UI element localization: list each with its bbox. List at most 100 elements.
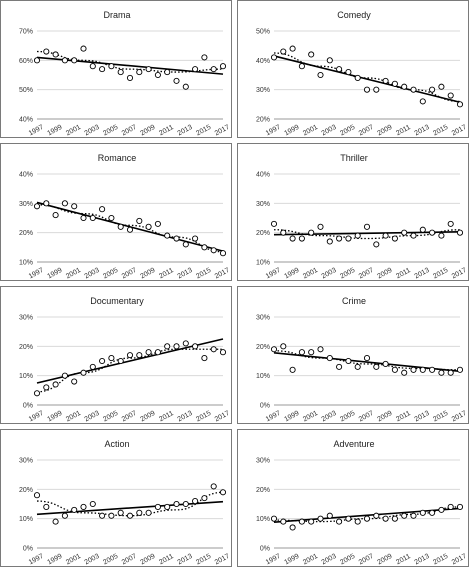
action-data-point: [89, 500, 96, 508]
comedy-xtick-label: 2007: [358, 124, 375, 138]
action-xtick-label: 2009: [139, 553, 156, 567]
thriller-data-point: [326, 238, 333, 245]
drama-data-point: [210, 66, 217, 73]
thriller-data-point: [363, 223, 371, 230]
thriller-data-point: [456, 229, 464, 236]
drama-ytick-label: 70%: [19, 29, 33, 36]
comedy-data-point: [345, 69, 352, 76]
crime-ytick-label: 0%: [260, 403, 270, 410]
action-ytick-label: 0%: [23, 546, 33, 553]
thriller-data-point: [345, 235, 352, 242]
documentary-data-point: [182, 340, 189, 347]
romance-data-point: [182, 241, 189, 248]
adventure-data-point: [270, 515, 278, 522]
comedy-data-point: [419, 98, 426, 105]
adventure-data-point: [373, 512, 380, 519]
drama-data-point: [43, 48, 50, 55]
documentary-data-point: [80, 369, 87, 376]
thriller-data-point: [391, 235, 398, 242]
crime-data-point: [391, 366, 398, 373]
drama-xtick-label: 1999: [46, 124, 63, 138]
documentary-xtick-label: 1999: [46, 410, 63, 424]
romance-data-point: [126, 226, 134, 233]
adventure-data-point: [438, 506, 445, 513]
drama-data-point: [154, 71, 161, 79]
crime-ytick-label: 20%: [256, 344, 270, 351]
documentary-xtick-label: 2017: [214, 410, 231, 424]
documentary-data-point: [145, 349, 152, 356]
drama-data-point: [173, 77, 180, 84]
romance-data-point: [201, 244, 208, 251]
documentary-xtick-label: 2011: [158, 410, 175, 423]
romance-ytick-label: 20%: [19, 230, 33, 237]
panel-crime: Crime 0% 10% 20% 30% 1997 1999 2001 2003 2005 2007…: [237, 286, 469, 424]
drama-data-point: [61, 57, 68, 64]
crime-data-point: [438, 369, 445, 376]
action-xtick-label: 1997: [28, 553, 45, 567]
documentary-xtick-label: 2009: [139, 410, 156, 424]
adventure-xtick-label: 2011: [395, 553, 412, 566]
comedy-data-point: [336, 66, 343, 73]
thriller-data-point: [373, 241, 380, 248]
documentary-data-point: [154, 349, 161, 356]
drama-data-point: [117, 69, 124, 76]
romance-data-point: [71, 203, 78, 210]
comedy-ytick-label: 50%: [256, 29, 270, 36]
crime-data-point: [317, 346, 324, 353]
adventure-xtick-label: 2001: [302, 553, 319, 567]
action-title: Action: [104, 439, 129, 449]
romance-title: Romance: [98, 153, 137, 163]
comedy-data-point: [401, 83, 408, 90]
adventure-chart-svg: Adventure 0% 10% 20% 30% 1997 1999 2001 2003 2005…: [256, 439, 468, 567]
thriller-xtick-label: 2001: [302, 267, 319, 281]
thriller-data-point: [298, 235, 305, 242]
drama-xtick-label: 2005: [102, 124, 119, 138]
crime-chart-svg: Crime 0% 10% 20% 30% 1997 1999 2001 2003 2005 2007…: [256, 296, 468, 424]
comedy-dotted-trend: [273, 52, 461, 103]
crime-xtick-label: 2013: [414, 410, 431, 424]
crime-data-point: [456, 366, 464, 373]
documentary-xtick-label: 2003: [84, 410, 101, 424]
adventure-data-point: [317, 515, 324, 522]
drama-data-point: [164, 69, 171, 76]
romance-xtick-label: 2007: [121, 267, 138, 281]
action-xtick-label: 2015: [195, 553, 212, 567]
crime-data-point: [429, 366, 436, 373]
action-data-point: [126, 512, 134, 519]
romance-xtick-label: 2017: [214, 267, 231, 281]
documentary-xtick-label: 2007: [121, 410, 138, 424]
action-ytick-label: 10%: [19, 516, 33, 523]
romance-data-point: [154, 220, 161, 227]
action-data-point: [219, 489, 227, 496]
action-xtick-label: 2007: [121, 553, 138, 567]
comedy-data-point: [317, 71, 324, 79]
action-xtick-label: 2003: [84, 553, 101, 567]
thriller-xtick-label: 2013: [414, 267, 431, 281]
romance-data-point: [117, 223, 124, 230]
thriller-ytick-label: 20%: [256, 230, 270, 237]
romance-ytick-label: 40%: [19, 172, 33, 179]
romance-data-point: [80, 214, 87, 222]
thriller-ytick-label: 40%: [256, 172, 270, 179]
documentary-data-point: [61, 372, 68, 379]
adventure-xtick-label: 2005: [339, 553, 356, 567]
drama-data-point: [219, 63, 227, 70]
comedy-data-point: [391, 80, 398, 87]
drama-data-point: [33, 57, 41, 64]
thriller-data-point: [447, 220, 454, 227]
drama-xtick-label: 1997: [28, 124, 45, 138]
drama-title: Drama: [103, 10, 130, 20]
adventure-xtick-label: 2009: [376, 553, 393, 567]
drama-data-point: [99, 66, 106, 73]
crime-data-point: [401, 369, 408, 376]
drama-data-point: [145, 66, 152, 73]
thriller-data-point: [308, 229, 315, 236]
romance-data-point: [173, 235, 180, 242]
romance-data-point: [164, 232, 171, 239]
comedy-data-point: [410, 86, 417, 93]
adventure-data-point: [401, 512, 408, 519]
action-ytick-label: 30%: [19, 458, 33, 465]
thriller-xtick-label: 2003: [321, 267, 338, 281]
comedy-data-point: [456, 101, 464, 108]
comedy-data-point: [354, 74, 361, 81]
